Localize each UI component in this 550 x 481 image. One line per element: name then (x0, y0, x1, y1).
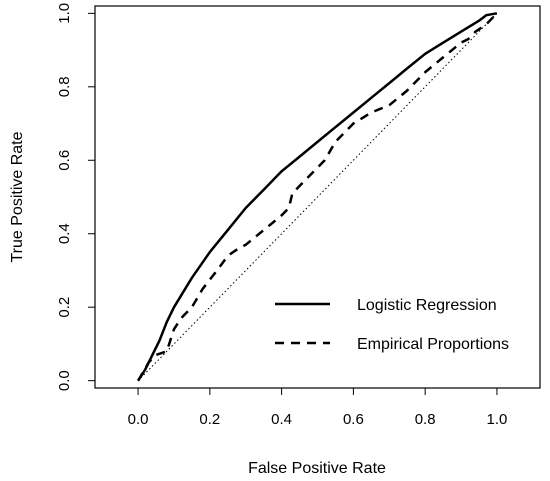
x-tick-label: 1.0 (487, 411, 508, 428)
y-axis: 0.0 0.2 0.4 0.6 0.8 1.0 (56, 3, 96, 391)
x-axis-title: False Positive Rate (248, 460, 386, 477)
y-tick-label: 0.4 (56, 223, 73, 244)
y-tick-label: 0.8 (56, 76, 73, 97)
y-tick-label: 0.0 (56, 370, 73, 391)
reference-diagonal-line (137, 12, 498, 382)
x-tick-label: 0.4 (271, 411, 292, 428)
legend-label-logistic: Logistic Regression (357, 297, 497, 314)
x-tick-label: 0.6 (343, 411, 364, 428)
x-axis: 0.0 0.2 0.4 0.6 0.8 1.0 (128, 387, 508, 428)
empirical-proportions-line (137, 12, 498, 382)
legend-label-empirical: Empirical Proportions (357, 336, 509, 353)
x-tick-label: 0.8 (415, 411, 436, 428)
y-tick-label: 1.0 (56, 3, 73, 24)
legend: Logistic Regression Empirical Proportion… (275, 297, 509, 353)
y-tick-label: 0.6 (56, 150, 73, 171)
y-axis-title: True Positive Rate (9, 131, 26, 262)
series-layer (137, 12, 498, 382)
logistic-regression-line (137, 12, 498, 382)
y-tick-label: 0.2 (56, 297, 73, 318)
x-tick-label: 0.0 (128, 411, 149, 428)
x-tick-label: 0.2 (199, 411, 220, 428)
